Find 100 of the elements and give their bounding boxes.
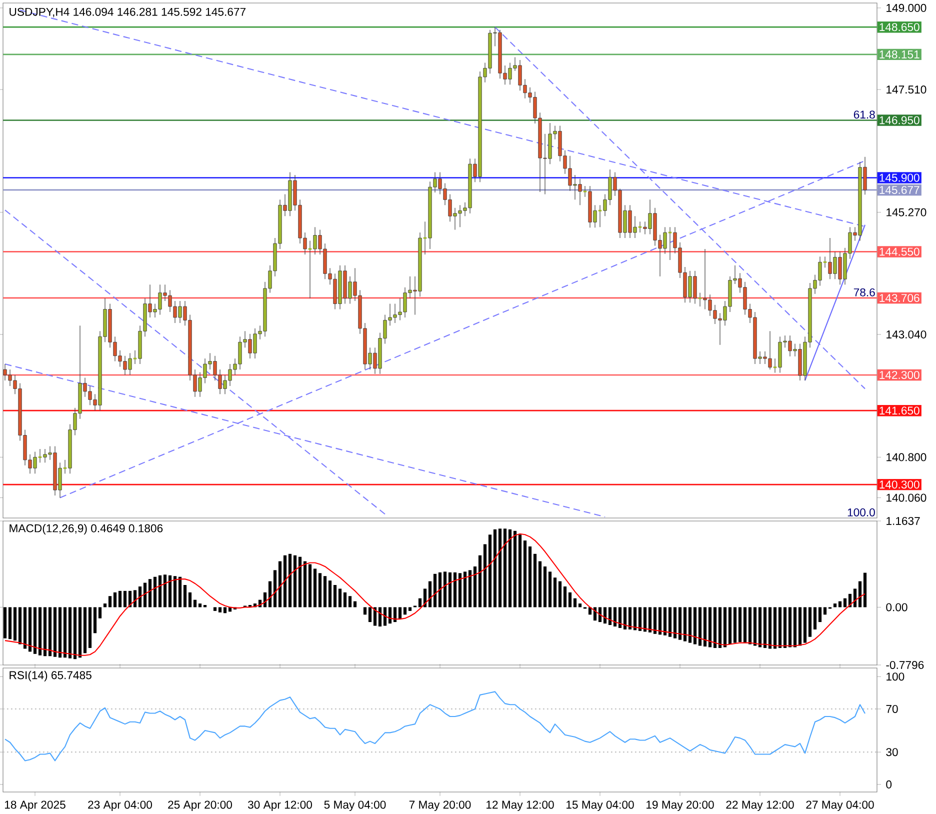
bar [773,607,777,649]
bar [628,607,632,630]
ref-line-label: 145.900 [880,174,920,182]
bar [728,607,732,644]
bar [8,607,12,640]
bar [83,607,87,654]
bar [363,607,367,615]
bar [858,581,862,608]
bar [658,607,662,635]
bar [553,578,557,608]
bar [43,607,47,656]
bar [653,607,657,634]
bar [33,607,37,654]
bar [28,607,32,652]
bar [473,566,477,608]
annotation: 61.8 [854,110,875,119]
bar [638,607,642,631]
bar [763,607,767,648]
bar [148,579,152,608]
bar [463,572,467,608]
y-tick-label: 1.1637 [886,516,920,525]
bar [528,546,532,608]
bar [403,607,407,615]
bar [398,607,402,620]
bar [23,607,27,649]
chart-title: MACD(12,26,9) 0.4649 0.1806 [10,524,163,535]
annotation: 100.0 [848,508,875,516]
bar [458,573,462,608]
x-tick-label: 27 May 04:00 [806,800,874,811]
bar [313,568,317,608]
bar [123,590,127,608]
bar [103,604,107,608]
bar [563,586,567,608]
bar [218,607,222,612]
y-tick-label: 70 [886,704,898,713]
annotation: 78.6 [854,288,875,296]
bar [178,576,182,608]
bar [328,580,332,608]
bar [793,607,797,648]
bar [163,574,167,608]
bar [663,607,667,636]
bar [533,554,537,608]
bar [113,592,117,608]
bar [493,529,497,608]
x-tick-label: 19 May 20:00 [646,800,714,811]
bar [673,607,677,638]
bar [648,607,652,632]
y-tick-label: 140.800 [886,453,926,462]
bar [718,607,722,648]
bar [703,607,707,646]
y-tick-label: 140.060 [886,494,926,502]
bar [723,607,727,648]
bar [298,556,302,608]
bar [278,561,282,608]
bar [678,607,682,640]
bar [558,581,562,608]
bar [513,530,517,608]
bar [288,554,292,608]
bar [3,607,7,638]
bar [48,607,52,656]
x-tick-label: 22 May 12:00 [726,800,794,811]
y-tick-label: 145.270 [886,208,926,216]
ref-line-label: 144.550 [880,248,920,256]
bar [213,607,217,611]
bar [153,576,157,608]
x-tick-label: 15 May 04:00 [566,800,634,811]
bar [808,607,812,637]
bar [738,607,742,642]
bar [498,528,502,608]
bar [733,607,737,643]
bar [63,607,67,658]
bar [293,555,297,608]
bar [598,607,602,622]
bar [108,596,112,608]
y-tick-label: 0.00 [886,603,908,612]
bar [843,598,847,608]
ref-line-label: 145.677 [880,186,920,194]
bar [53,607,57,657]
bar [803,607,807,643]
bar [608,607,612,625]
bar [408,607,412,611]
bar [818,607,822,622]
y-tick-label: 30 [886,748,898,756]
bar [318,573,322,608]
bar [338,588,342,608]
bar [88,607,92,648]
bar [78,607,82,658]
y-tick-label: 143.040 [886,330,926,338]
x-tick-label: 18 Apr 2025 [4,800,66,811]
y-tick-label: 149.000 [886,4,926,12]
bar [838,601,842,608]
bar [168,575,172,608]
ref-line-label: 142.300 [880,370,920,379]
bar [118,590,122,608]
bar [768,607,772,649]
bar [478,555,482,608]
bar [633,607,637,630]
bar [433,574,437,608]
y-tick-label: -0.7796 [886,660,924,669]
bar [668,607,672,637]
